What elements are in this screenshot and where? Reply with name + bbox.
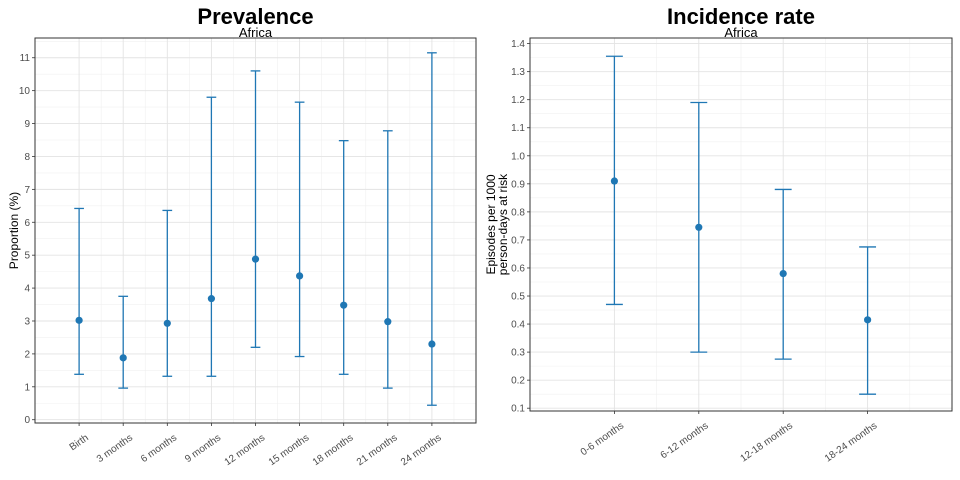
y-tick-label: 0: [24, 415, 30, 426]
x-tick-label: 21 months: [355, 432, 400, 468]
y-tick-label: 10: [19, 86, 31, 97]
data-point: [428, 340, 436, 348]
x-tick-label: 18 months: [311, 432, 356, 468]
x-tick-label: 9 months: [183, 432, 223, 465]
panel-1: 0 1 2 3 4 5 6 7 8 9 10 11 Birth 3 months 6 months 9 mon…: [7, 4, 477, 468]
y-tick-label: 3: [24, 316, 30, 327]
data-point: [75, 316, 83, 324]
data-point: [695, 223, 703, 231]
panel-2: 0.1 0.2 0.3 0.4 0.5 0.6 0.7 0.8 0.9 1.0 1.1 1.2 1.3 1…: [484, 4, 953, 465]
y-tick-label: 0.6: [511, 263, 525, 274]
error-bar: [294, 101, 305, 358]
data-point: [384, 318, 392, 326]
data-point: [163, 319, 171, 327]
y-tick-label: 1.4: [511, 39, 525, 50]
error-bar: [338, 140, 349, 375]
x-tick-label: 15 months: [267, 432, 312, 468]
chart-subtitle: Africa: [239, 25, 273, 40]
data-point: [340, 301, 348, 309]
error-bar: [206, 96, 217, 377]
y-axis: 0.1 0.2 0.3 0.4 0.5 0.6 0.7 0.8 0.9 1.0 1.1 1.2 1.3 1…: [511, 39, 530, 415]
y-tick-label: 0.8: [511, 207, 525, 218]
y-tick-label: 0.9: [511, 179, 525, 190]
y-tick-label: 1: [24, 382, 30, 393]
y-tick-label: 8: [24, 152, 30, 163]
y-tick-label: 0.7: [511, 235, 525, 246]
x-tick-label: 12 months: [223, 432, 268, 468]
y-axis-label: Proportion (%): [7, 192, 21, 269]
data-point: [119, 354, 127, 362]
chart-title: Prevalence: [197, 4, 313, 29]
x-tick-label: 6-12 months: [659, 420, 711, 461]
y-tick-label: 7: [24, 185, 30, 196]
panel-border: [34, 37, 477, 424]
x-tick-label: 24 months: [399, 432, 444, 468]
y-axis: 0 1 2 3 4 5 6 7 8 9 10 11: [19, 53, 35, 426]
error-bar: [74, 207, 84, 375]
y-tick-label: 0.4: [511, 320, 525, 331]
x-tick-label: 12-18 months: [739, 420, 795, 464]
y-tick-label: 9: [24, 119, 30, 130]
gridlines: [530, 38, 952, 411]
x-tick-label: 18-24 months: [823, 420, 879, 464]
x-tick-label: Birth: [68, 432, 91, 453]
y-tick-label: 1.2: [511, 95, 525, 106]
y-tick-label: 6: [24, 218, 30, 229]
data-point: [296, 272, 304, 280]
data-point: [251, 255, 260, 263]
y-axis-label: Episodes per 1000person-days at risk: [484, 173, 510, 275]
error-bar: [250, 70, 261, 348]
error-bar: [382, 130, 393, 389]
data-point: [610, 177, 619, 185]
error-bar: [427, 52, 437, 406]
x-axis: 0-6 months 6-12 months 12-18 months 18-24 m…: [579, 411, 879, 465]
y-tick-label: 0.3: [511, 348, 525, 359]
data-point: [779, 269, 787, 278]
y-tick-label: 1.3: [511, 67, 525, 78]
y-tick-label: 0.5: [511, 292, 525, 303]
y-tick-label: 4: [24, 284, 30, 295]
data-point: [864, 316, 872, 324]
y-tick-label: 0.2: [511, 376, 525, 387]
data-marks: [74, 52, 437, 406]
data-marks: [605, 55, 877, 395]
y-tick-label: 0.1: [511, 404, 525, 415]
panel-border: [529, 37, 953, 412]
error-bar: [118, 295, 129, 389]
y-tick-label: 11: [20, 53, 31, 64]
y-tick-label: 1.0: [511, 151, 525, 162]
error-bar: [162, 209, 173, 377]
data-point: [207, 295, 215, 303]
x-axis: Birth 3 months 6 months 9 months 12 months 15…: [68, 423, 444, 468]
y-tick-label: 2: [24, 349, 30, 360]
chart-subtitle: Africa: [724, 25, 758, 40]
x-tick-label: 0-6 months: [579, 420, 626, 458]
y-tick-label: 1.1: [511, 123, 525, 134]
y-tick-label: 5: [24, 251, 30, 262]
x-tick-label: 6 months: [139, 432, 179, 465]
x-tick-label: 3 months: [95, 432, 135, 465]
chart-title: Incidence rate: [667, 4, 815, 29]
